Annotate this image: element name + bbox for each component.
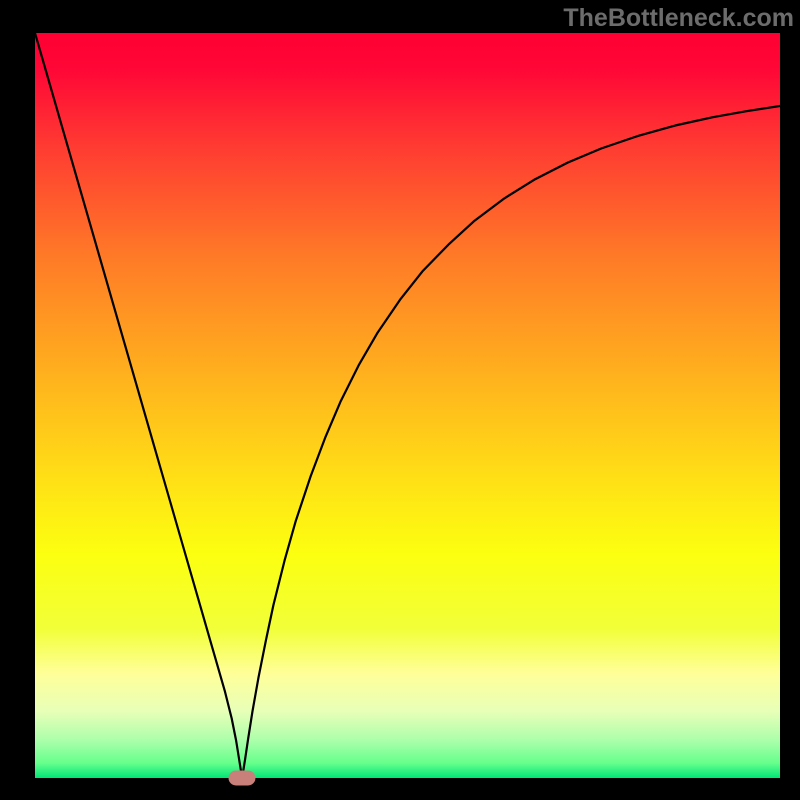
watermark-text: TheBottleneck.com — [563, 4, 794, 33]
chart-container: TheBottleneck.com — [0, 0, 800, 800]
optimum-marker — [229, 771, 256, 786]
plot-area — [35, 33, 780, 778]
bottleneck-curve — [35, 33, 780, 778]
